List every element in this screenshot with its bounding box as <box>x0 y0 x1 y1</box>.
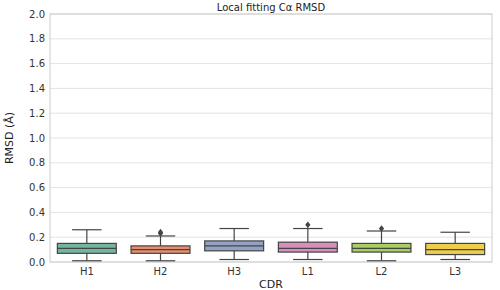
x-tick-label: H1 <box>80 266 94 277</box>
whisker-high <box>160 236 161 246</box>
whisker-high <box>455 232 456 243</box>
outlier <box>158 229 163 236</box>
median <box>205 245 264 246</box>
plot-area <box>57 221 484 260</box>
cap-low <box>440 259 469 260</box>
cap-high <box>72 229 101 230</box>
whisker-low <box>234 251 235 260</box>
y-axis-label: RMSD (Å) <box>3 112 16 164</box>
median <box>131 249 190 250</box>
y-tick-label: 0.0 <box>29 257 45 268</box>
cap-low <box>367 260 396 261</box>
cap-low <box>293 259 322 260</box>
frame <box>50 14 492 262</box>
cap-low <box>219 259 248 260</box>
x-tick-label: L1 <box>302 266 314 277</box>
y-tick-label: 1.6 <box>29 58 45 69</box>
grid-line <box>50 237 492 238</box>
y-tick-label: 0.2 <box>29 232 45 243</box>
grid-line <box>50 138 492 139</box>
y-tick-label: 1.8 <box>29 33 45 44</box>
y-tick-label: 1.0 <box>29 133 45 144</box>
whisker-high <box>307 229 308 243</box>
y-tick-label: 0.4 <box>29 207 45 218</box>
grid-line <box>50 187 492 188</box>
y-tick-label: 1.2 <box>29 108 45 119</box>
whisker-high <box>234 229 235 241</box>
cap-low <box>146 260 175 261</box>
x-axis-label: CDR <box>259 278 283 290</box>
whisker-low <box>381 252 382 261</box>
median <box>57 248 116 249</box>
cap-high <box>440 232 469 233</box>
y-tick-label: 0.6 <box>29 182 45 193</box>
box <box>131 246 190 253</box>
x-tick-label: H3 <box>227 266 241 277</box>
box <box>426 243 485 254</box>
whisker-low <box>86 253 87 260</box>
whisker-low <box>160 253 161 260</box>
cap-low <box>72 260 101 261</box>
box <box>57 243 116 253</box>
grid-line <box>50 38 492 39</box>
grid-line <box>50 162 492 163</box>
grid-line <box>50 88 492 89</box>
whisker-low <box>455 255 456 260</box>
outlier <box>379 225 384 232</box>
grid-line <box>50 212 492 213</box>
whisker-high <box>86 230 87 244</box>
box <box>352 243 411 252</box>
chart: 0.0 0.2 0.4 0.6 0.8 1.0 1.2 1.4 1.6 1.8 2.0 H1 H2 H3 L… <box>0 0 500 290</box>
box <box>205 241 264 251</box>
cap-high <box>219 228 248 229</box>
y-tick-label: 0.8 <box>29 157 45 168</box>
grid-line <box>50 63 492 64</box>
box <box>278 242 337 252</box>
y-tick-label: 2.0 <box>29 9 45 20</box>
grid-line <box>50 113 492 114</box>
x-tick-label: L2 <box>376 266 388 277</box>
median <box>352 248 411 249</box>
title: Local fitting Cα RMSD <box>217 2 326 13</box>
x-tick-label: L3 <box>449 266 461 277</box>
median <box>278 248 337 249</box>
y-tick-label: 1.4 <box>29 83 45 94</box>
whisker-high <box>381 231 382 243</box>
x-tick-label: H2 <box>154 266 168 277</box>
median <box>426 249 485 250</box>
outlier <box>305 221 310 228</box>
whisker-low <box>307 252 308 259</box>
